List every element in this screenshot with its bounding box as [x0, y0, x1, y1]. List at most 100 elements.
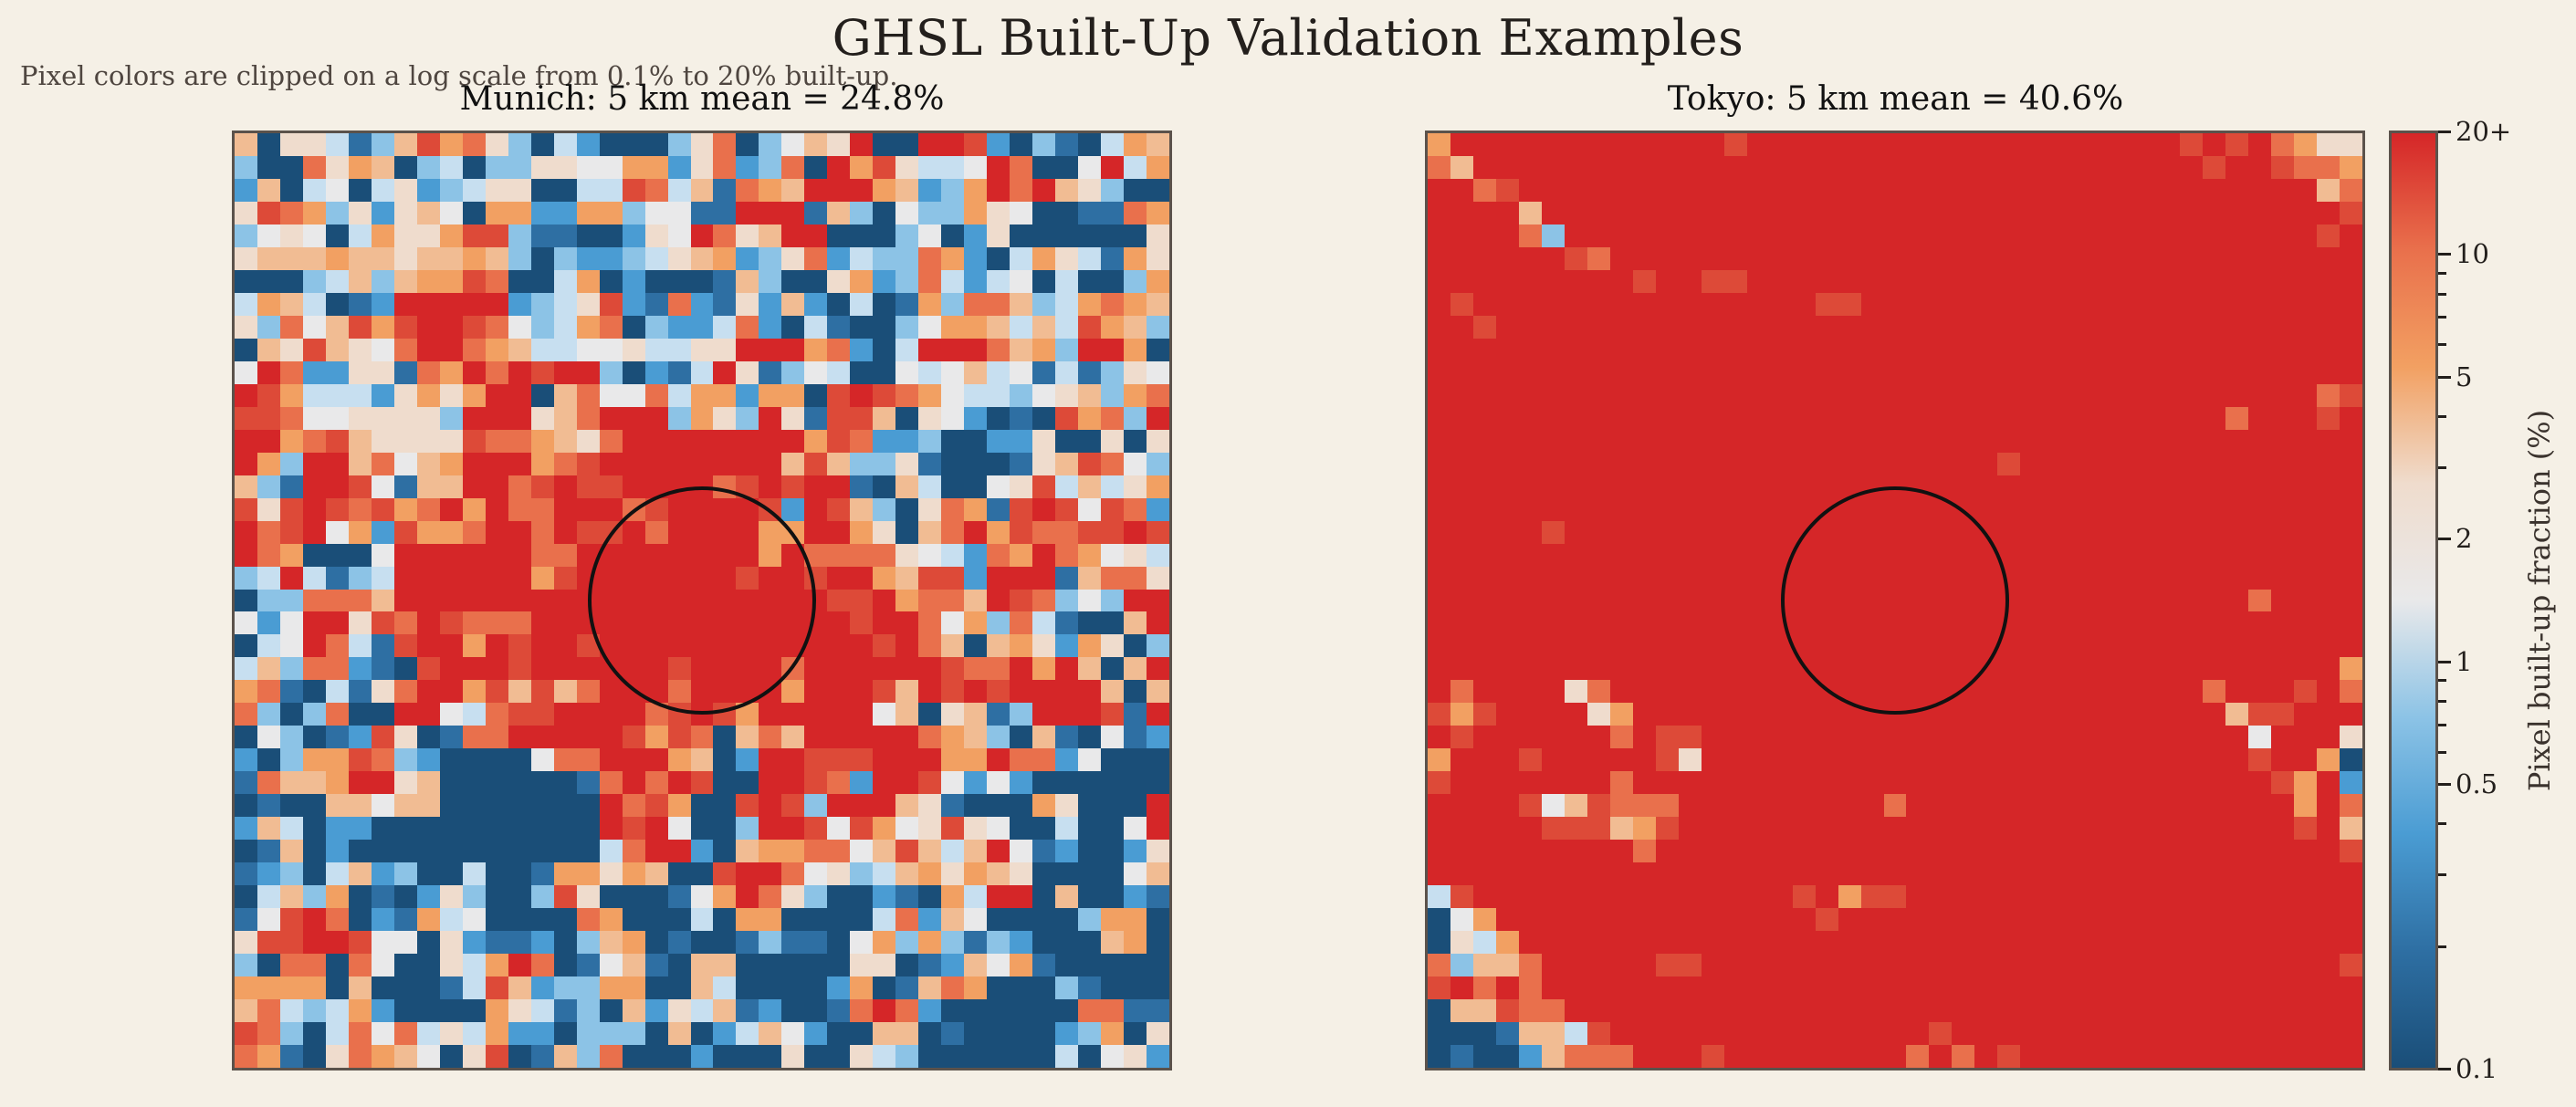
heatmap-cell	[1747, 817, 1770, 840]
heatmap-cell	[1010, 1045, 1032, 1068]
heatmap-cell	[645, 908, 668, 931]
heatmap-cell	[326, 976, 349, 999]
heatmap-cell	[486, 748, 508, 771]
heatmap-cell	[1078, 225, 1101, 247]
heatmap-cell	[645, 430, 668, 453]
heatmap-cell	[1496, 726, 1519, 748]
heatmap-cell	[417, 862, 440, 885]
heatmap-cell	[1633, 611, 1656, 634]
heatmap-cell	[623, 567, 645, 590]
heatmap-cell	[486, 521, 508, 544]
heatmap-cell	[2066, 657, 2089, 680]
heatmap-cell	[303, 521, 326, 544]
heatmap-cell	[1587, 1022, 1610, 1045]
heatmap-cell	[372, 384, 394, 407]
heatmap-cell	[827, 453, 850, 475]
heatmap-cell	[235, 225, 257, 247]
heatmap-cell	[486, 407, 508, 430]
heatmap-cell	[1633, 225, 1656, 247]
heatmap-cell	[1884, 657, 1907, 680]
heatmap-cell	[577, 840, 600, 862]
heatmap-cell	[2294, 999, 2317, 1022]
heatmap-cell	[2294, 567, 2317, 590]
heatmap-cell	[1838, 453, 1861, 475]
heatmap-cell	[2248, 931, 2271, 954]
heatmap-cell	[600, 339, 623, 361]
heatmap-cell	[280, 703, 303, 726]
heatmap-cell	[1793, 498, 1816, 521]
heatmap-cell	[463, 954, 486, 976]
heatmap-cell	[2340, 498, 2362, 521]
heatmap-cell	[623, 202, 645, 225]
heatmap-cell	[1147, 270, 1169, 293]
heatmap-cell	[804, 817, 827, 840]
heatmap-cell	[1952, 862, 1974, 885]
heatmap-cell	[1428, 430, 1450, 453]
heatmap-cell	[1861, 794, 1884, 817]
heatmap-cell	[417, 156, 440, 179]
heatmap-cell	[1055, 293, 1078, 316]
heatmap-cell	[1519, 498, 1542, 521]
heatmap-cell	[1861, 225, 1884, 247]
heatmap-cell	[1101, 999, 1124, 1022]
heatmap-cell	[2020, 885, 2043, 908]
heatmap-cell	[1055, 384, 1078, 407]
heatmap-cell	[1997, 316, 2020, 339]
heatmap-cell	[850, 270, 873, 293]
heatmap-cell	[736, 726, 759, 748]
heatmap-cell	[713, 817, 736, 840]
heatmap-cell	[1884, 634, 1907, 657]
heatmap-cell	[964, 156, 987, 179]
heatmap-cell	[2111, 840, 2134, 862]
heatmap-cell	[1997, 634, 2020, 657]
heatmap-cell	[1816, 133, 1838, 156]
heatmap-cell	[1679, 611, 1702, 634]
heatmap-cell	[1702, 862, 1724, 885]
heatmap-cell	[895, 862, 918, 885]
heatmap-cell	[1884, 590, 1907, 612]
heatmap-cell	[531, 521, 554, 544]
heatmap-cell	[303, 316, 326, 339]
heatmap-cell	[394, 680, 417, 703]
heatmap-cell	[2157, 544, 2180, 567]
heatmap-cell	[1861, 179, 1884, 202]
heatmap-cell	[736, 156, 759, 179]
heatmap-cell	[1702, 293, 1724, 316]
heatmap-cell	[303, 202, 326, 225]
heatmap-cell	[1793, 361, 1816, 384]
heatmap-cell	[2111, 748, 2134, 771]
heatmap-cell	[1450, 611, 1473, 634]
heatmap-cell	[941, 976, 964, 999]
heatmap-cell	[1747, 544, 1770, 567]
heatmap-cell	[1032, 133, 1055, 156]
heatmap-cell	[1147, 498, 1169, 521]
heatmap-cell	[2111, 817, 2134, 840]
heatmap-cell	[1147, 225, 1169, 247]
heatmap-cell	[1724, 384, 1747, 407]
heatmap-cell	[1724, 430, 1747, 453]
heatmap-cell	[1055, 544, 1078, 567]
heatmap-cell	[1496, 590, 1519, 612]
heatmap-cell	[2180, 954, 2203, 976]
heatmap-cell	[645, 247, 668, 270]
heatmap-cell	[1929, 794, 1952, 817]
heatmap-cell	[1747, 384, 1770, 407]
heatmap-cell	[1838, 954, 1861, 976]
heatmap-cell	[713, 430, 736, 453]
heatmap-cell	[1542, 885, 1565, 908]
heatmap-cell	[1974, 156, 1997, 179]
heatmap-cell	[713, 885, 736, 908]
heatmap-cell	[1974, 931, 1997, 954]
heatmap-cell	[736, 703, 759, 726]
heatmap-cell	[600, 202, 623, 225]
heatmap-cell	[1032, 1045, 1055, 1068]
heatmap-cell	[2340, 179, 2362, 202]
heatmap-cell	[2271, 794, 2294, 817]
heatmap-cell	[623, 225, 645, 247]
heatmap-cell	[1055, 611, 1078, 634]
heatmap-cell	[2020, 316, 2043, 339]
heatmap-cell	[1565, 384, 1587, 407]
heatmap-cell	[2134, 430, 2157, 453]
heatmap-cell	[554, 179, 577, 202]
heatmap-cell	[1124, 339, 1147, 361]
